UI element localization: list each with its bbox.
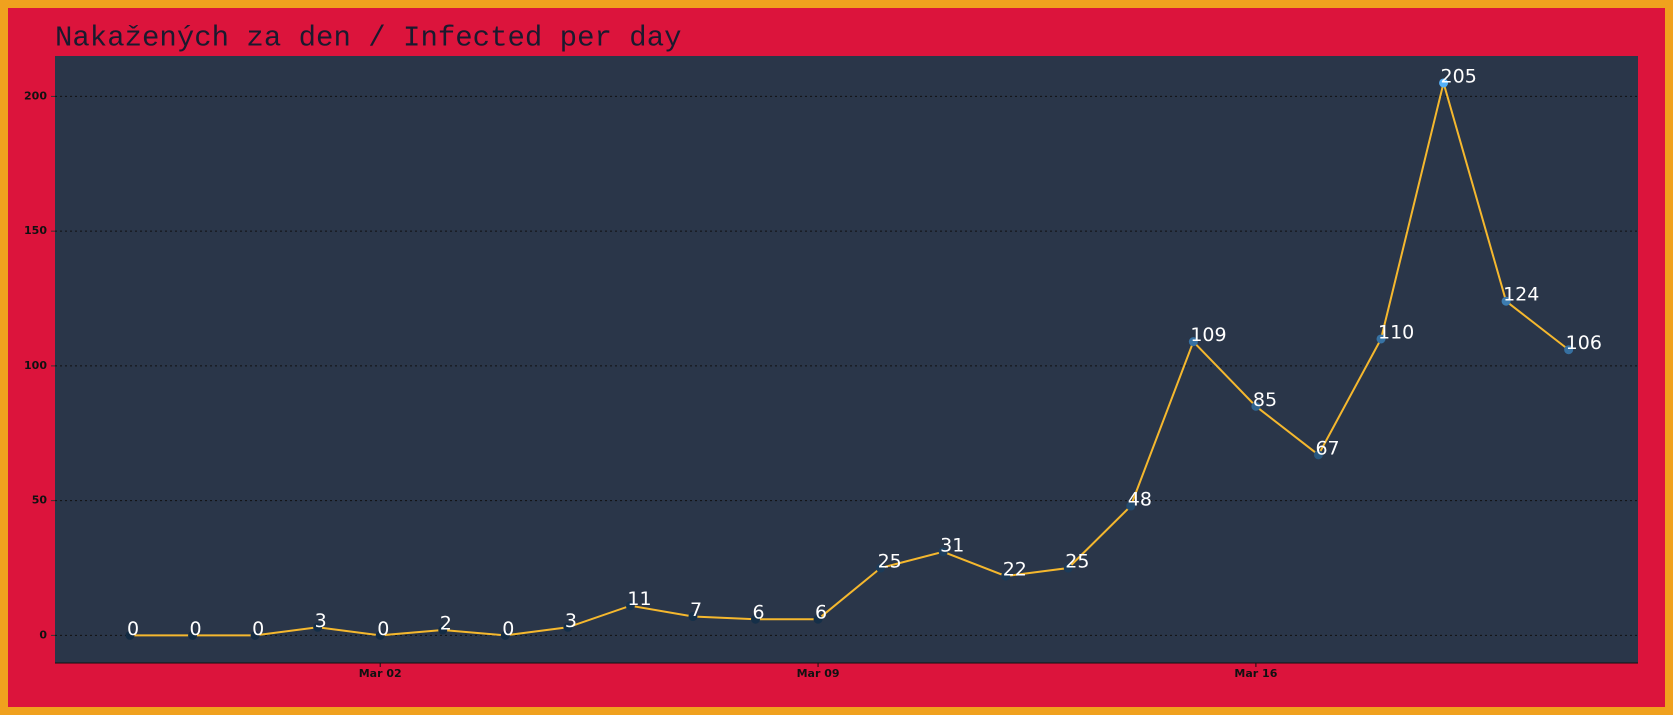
- y-tick-label: 150: [24, 224, 47, 237]
- y-tick-label: 50: [32, 494, 48, 507]
- data-point: [563, 622, 573, 632]
- data-line: [130, 79, 1570, 637]
- data-point: [938, 547, 948, 557]
- data-point: [688, 612, 698, 622]
- data-point: [125, 630, 135, 640]
- data-point: [876, 563, 886, 573]
- y-tick-label: 200: [24, 89, 47, 102]
- data-label: 3: [565, 610, 577, 632]
- data-label: 205: [1441, 65, 1477, 87]
- data-label: 22: [1003, 559, 1027, 581]
- plot-panel: [55, 56, 1638, 663]
- y-tick-label: 0: [39, 628, 47, 641]
- data-point: [1439, 78, 1449, 88]
- data-point: [1063, 563, 1073, 573]
- data-point: [625, 601, 635, 611]
- data-label: 3: [315, 610, 327, 632]
- data-label: 6: [815, 602, 827, 624]
- data-point: [751, 614, 760, 624]
- data-label: 25: [878, 551, 902, 573]
- data-label: 11: [627, 588, 651, 610]
- data-point: [250, 630, 260, 640]
- data-label: 85: [1253, 389, 1277, 411]
- chart-title: Nakažených za den / Infected per day: [55, 22, 682, 55]
- data-point: [375, 630, 385, 640]
- data-point: [1376, 334, 1386, 344]
- data-label: 25: [1065, 551, 1089, 573]
- x-tick-label: Mar 09: [797, 667, 840, 680]
- data-label: 109: [1190, 324, 1226, 346]
- data-point: [500, 630, 510, 640]
- data-label: 6: [753, 602, 765, 624]
- data-label: 0: [127, 618, 139, 640]
- data-point: [188, 630, 198, 640]
- data-label: 0: [377, 618, 389, 640]
- data-point: [813, 614, 823, 624]
- data-point: [1501, 296, 1511, 306]
- data-label: 0: [252, 618, 264, 640]
- data-label: 48: [1128, 489, 1152, 511]
- data-label: 2: [440, 612, 452, 634]
- data-point: [1126, 501, 1136, 511]
- data-label: 7: [690, 599, 702, 621]
- x-tick-label: Mar 16: [1234, 667, 1277, 680]
- data-point: [1313, 450, 1323, 460]
- data-label: 0: [190, 618, 202, 640]
- data-point: [438, 625, 448, 635]
- y-tick-label: 100: [24, 359, 47, 372]
- data-label: 124: [1503, 284, 1539, 306]
- data-point: [313, 622, 323, 632]
- data-label: 110: [1378, 321, 1414, 343]
- data-label: 67: [1315, 437, 1339, 459]
- data-point: [1001, 571, 1011, 581]
- data-point: [1251, 401, 1261, 411]
- data-label: 106: [1566, 332, 1602, 354]
- x-tick-label: Mar 02: [359, 667, 402, 680]
- data-point: [1564, 345, 1574, 355]
- data-label: 31: [940, 534, 964, 556]
- data-label: 0: [502, 618, 514, 640]
- data-point: [1188, 337, 1198, 347]
